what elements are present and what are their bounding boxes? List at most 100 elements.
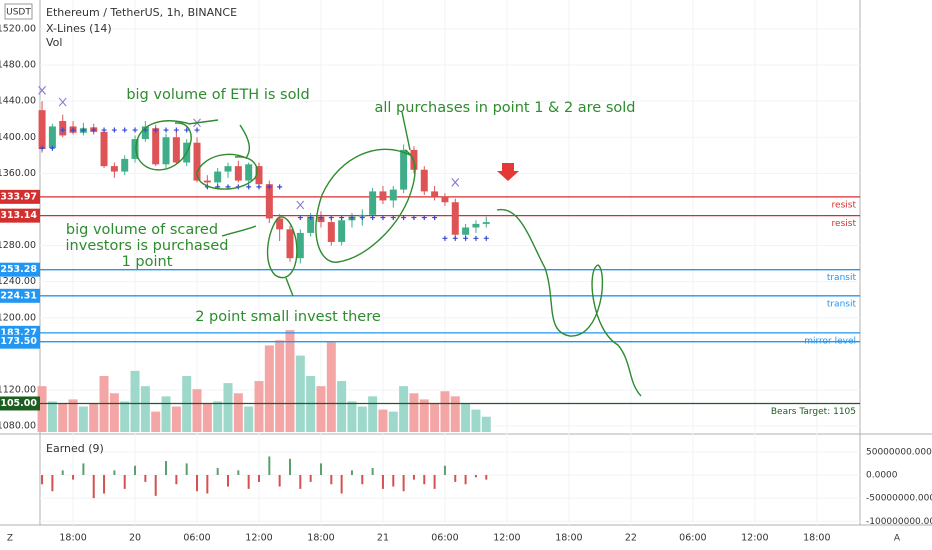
annotation: 1 point [122, 254, 173, 270]
xline-cross [359, 215, 365, 221]
down-arrow [497, 163, 519, 181]
candle-body [203, 180, 211, 183]
volume-bar [275, 340, 285, 432]
level-note: transit [827, 299, 857, 309]
volume-bar [388, 411, 398, 432]
earned-bar [454, 474, 457, 482]
xline-cross [111, 127, 117, 133]
earned-bar [92, 474, 95, 499]
candle-body [400, 149, 408, 190]
xline-cross [401, 215, 407, 221]
y2-tick-label: 50000000.0000 [866, 447, 932, 457]
volume-bar [409, 393, 419, 432]
hand-loop [196, 124, 258, 190]
earned-bar [361, 474, 364, 485]
xline-cross [349, 215, 355, 221]
y-tick-label: 1440.00 [0, 96, 36, 107]
volume-bar [430, 403, 440, 432]
annotation: big volume of ETH is sold [126, 87, 309, 103]
volume-bar [68, 399, 78, 432]
volume-bar [481, 416, 491, 432]
y2-tick-label: -50000000.0000 [866, 494, 932, 504]
x-tick-label: 06:00 [183, 533, 210, 544]
corner-button[interactable]: Z [7, 534, 13, 544]
y-tick-label: 1200.00 [0, 312, 36, 323]
earned-bar [371, 468, 374, 475]
volume-bar [140, 386, 150, 432]
xline-cross [80, 127, 86, 133]
volume-bar [316, 386, 326, 432]
volume-bar [58, 403, 68, 432]
earned-bar [257, 474, 260, 482]
xline-cross [132, 127, 138, 133]
candle-body [162, 137, 170, 165]
earned-bar [392, 474, 395, 487]
xline-cross [432, 215, 438, 221]
candle-body [482, 222, 490, 224]
x-tick-label: 12:00 [493, 533, 520, 544]
candle-body [431, 191, 439, 197]
x-tick-label: 12:00 [245, 533, 272, 544]
volume-bar [347, 401, 357, 432]
candle-body [462, 227, 470, 235]
level-price-box [0, 288, 40, 303]
hand-loop [315, 111, 416, 263]
xline-cross [308, 215, 314, 221]
earned-bar [402, 474, 405, 492]
candle-body [369, 191, 377, 215]
volume-bar [326, 342, 336, 432]
earned-bar [278, 474, 281, 487]
y-tick-label: 1480.00 [0, 60, 36, 71]
candle-body [327, 222, 335, 242]
volume-bar [461, 403, 471, 432]
y-tick-label: 1120.00 [0, 384, 36, 395]
annotation: big volume of scared [66, 222, 218, 238]
indicator-label: X-Lines (14) [46, 22, 112, 35]
xline-cross [101, 127, 107, 133]
earned-bar [206, 474, 209, 494]
level-price: 1313.14 [0, 210, 37, 221]
volume-bar [233, 393, 243, 432]
earned-bar [185, 463, 188, 475]
xline-cross [463, 235, 469, 241]
candle-body [420, 169, 428, 192]
level-note: transit [827, 273, 857, 283]
volume-bar [471, 409, 481, 432]
earned-bar [340, 474, 343, 494]
volume-bar [337, 381, 347, 432]
level-price: 1183.27 [0, 327, 37, 338]
volume-bar [202, 403, 212, 432]
x-tick-label: 06:00 [679, 533, 706, 544]
earned-bar [288, 458, 291, 475]
earned-bar [330, 474, 333, 485]
xline-cross [153, 127, 159, 133]
earned-bar [237, 470, 240, 475]
annotation: all purchases in point 1 & 2 are sold [375, 100, 636, 116]
earned-bar [464, 474, 467, 485]
volume-bar [78, 406, 88, 432]
hand-drawing [135, 111, 642, 397]
volume-bar [171, 406, 181, 432]
x-tick-label: 18:00 [307, 533, 334, 544]
x-marker [296, 200, 305, 210]
x-tick-label: 06:00 [431, 533, 458, 544]
level-price-box [0, 334, 40, 349]
xline-cross [339, 215, 345, 221]
volume-bar [368, 396, 378, 432]
xline-cross [91, 127, 97, 133]
earned-bar [443, 465, 446, 475]
annotation: 2 point small invest there [195, 309, 381, 325]
volume-bar [47, 401, 57, 432]
xline-cross [194, 127, 200, 133]
candle-body [110, 166, 118, 172]
volume-bar [37, 386, 47, 432]
earned-bar [61, 470, 64, 475]
x-marker [58, 97, 67, 107]
volume-bar [120, 401, 130, 432]
xline-cross [277, 184, 283, 190]
candle-body [193, 142, 201, 181]
candle-body [214, 171, 222, 183]
volume-bar [89, 403, 99, 432]
corner-button[interactable]: A [894, 534, 901, 544]
x-tick-label: 18:00 [555, 533, 582, 544]
